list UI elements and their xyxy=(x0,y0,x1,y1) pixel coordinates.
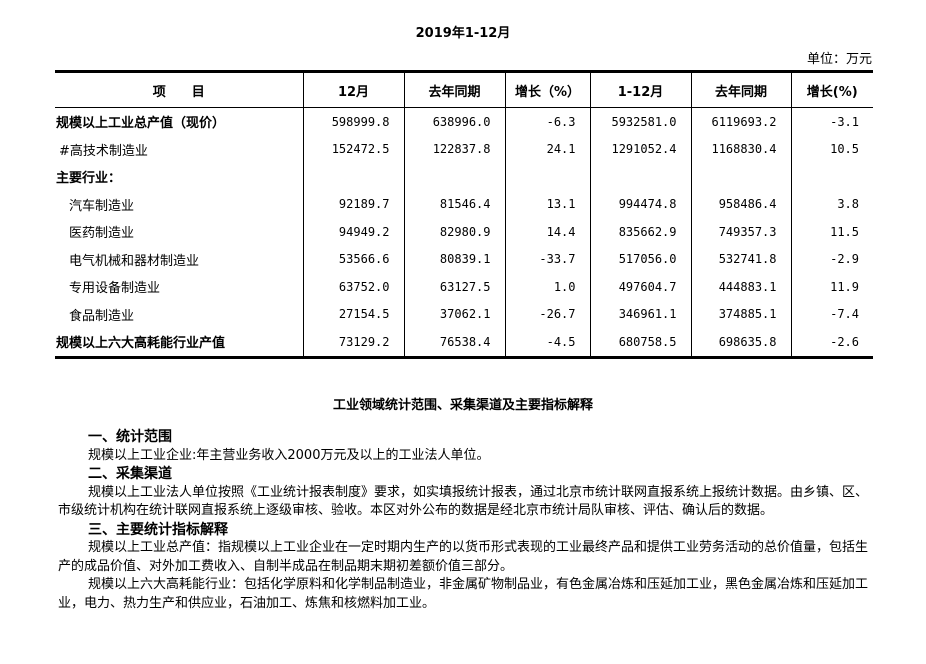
table-cell: 374885.1 xyxy=(690,300,791,328)
table-cell: 444883.1 xyxy=(690,273,791,301)
table-cell xyxy=(690,163,791,191)
industry-output-table: 项 目 12月 去年同期 增长（%） 1-12月 去年同期 增长(%) 规模以上工业总产值（… xyxy=(55,70,873,359)
table-cell: 5932581.0 xyxy=(589,107,691,136)
table-cell: 598999.8 xyxy=(302,107,404,136)
table-cell: 835662.9 xyxy=(589,218,691,246)
table-cell: -4.5 xyxy=(504,328,590,357)
row-label: 规模以上六大高耗能行业产值 xyxy=(56,336,226,352)
table-cell: 80839.1 xyxy=(403,245,505,273)
table-cell: 6119693.2 xyxy=(690,107,791,136)
table-cell xyxy=(302,163,404,191)
table-row: 规模以上工业总产值（现价） 598999.8 638996.0 -6.3 5932581… xyxy=(55,107,873,136)
table-cell: 3.8 xyxy=(790,190,873,218)
report-period-title: 2019年1-12月 xyxy=(415,26,511,41)
table-cell: -2.9 xyxy=(790,245,873,273)
table-cell: -2.6 xyxy=(790,328,873,357)
table-cell xyxy=(790,163,873,191)
table-cell: 517056.0 xyxy=(589,245,691,273)
table-cell: 958486.4 xyxy=(690,190,791,218)
paragraph: 规模以上工业法人单位按照《工业统计报表制度》要求，如实填报统计报表，通过北京市统… xyxy=(58,484,869,519)
table-cell: 152472.5 xyxy=(302,135,404,163)
table-row: 汽车制造业 92189.7 81546.4 13.1 994474.8 958486.4 3… xyxy=(55,190,873,218)
section-heading: 二、采集渠道 xyxy=(88,466,172,482)
table-cell: 27154.5 xyxy=(302,300,404,328)
column-header: 12月 xyxy=(302,71,404,108)
table-cell: 76538.4 xyxy=(403,328,505,357)
table-cell: 11.5 xyxy=(790,218,873,246)
row-label: 专用设备制造业 xyxy=(69,281,161,297)
table-cell: 13.1 xyxy=(504,190,590,218)
table-cell: 92189.7 xyxy=(302,190,404,218)
paragraph: 规模以上工业企业:年主营业务收入2000万元及以上的工业法人单位。 xyxy=(88,447,490,463)
notes-body: 一、统计范围规模以上工业企业:年主营业务收入2000万元及以上的工业法人单位。二… xyxy=(58,428,878,613)
table-cell: 63752.0 xyxy=(302,273,404,301)
table-cell: 81546.4 xyxy=(403,190,505,218)
table-cell: 1168830.4 xyxy=(690,135,791,163)
table-cell: -6.3 xyxy=(504,107,590,136)
column-header: 去年同期 xyxy=(403,71,505,108)
column-header: 去年同期 xyxy=(690,71,791,108)
table-cell: 532741.8 xyxy=(690,245,791,273)
table-cell: -3.1 xyxy=(790,107,873,136)
row-label: #高技术制造业 xyxy=(59,143,148,159)
table-row: #高技术制造业 152472.5 122837.8 24.1 1291052.4 1168… xyxy=(55,135,873,163)
table-row: 食品制造业 27154.5 37062.1 -26.7 346961.1 374885.1… xyxy=(55,300,873,328)
section-heading: 一、统计范围 xyxy=(88,429,172,445)
table-row: 专用设备制造业 63752.0 63127.5 1.0 497604.7 444883.1… xyxy=(55,273,873,301)
row-label: 电气机械和器材制造业 xyxy=(69,253,200,269)
table-row: 规模以上六大高耗能行业产值 73129.2 76538.4 -4.5 680758.5 6… xyxy=(55,328,873,357)
table-cell: 1.0 xyxy=(504,273,590,301)
table-cell: -7.4 xyxy=(790,300,873,328)
table-cell: 638996.0 xyxy=(403,107,505,136)
table-cell: 122837.8 xyxy=(403,135,505,163)
row-label: 食品制造业 xyxy=(69,308,135,324)
table-cell: 73129.2 xyxy=(302,328,404,357)
table-cell: -33.7 xyxy=(504,245,590,273)
row-label: 主要行业： xyxy=(56,171,122,187)
table-cell: 1291052.4 xyxy=(589,135,691,163)
table-cell: 63127.5 xyxy=(403,273,505,301)
table-cell: 346961.1 xyxy=(589,300,691,328)
table-cell: 24.1 xyxy=(504,135,590,163)
table-cell xyxy=(504,163,590,191)
table-cell: 82980.9 xyxy=(403,218,505,246)
notes-title: 工业领域统计范围、采集渠道及主要指标解释 xyxy=(332,398,593,413)
paragraph: 规模以上六大高耗能行业：包括化学原料和化学制品制造业，非金属矿物制品业，有色金属… xyxy=(58,577,869,611)
table-cell: 698635.8 xyxy=(690,328,791,357)
table-cell: 14.4 xyxy=(504,218,590,246)
column-header: 增长(%) xyxy=(790,71,873,108)
unit-label: 单位：万元 xyxy=(806,52,872,67)
row-label: 规模以上工业总产值（现价） xyxy=(56,116,226,132)
section-heading: 三、主要统计指标解释 xyxy=(88,521,228,538)
table-cell: 11.9 xyxy=(790,273,873,301)
table-cell: 10.5 xyxy=(790,135,873,163)
table-cell: 94949.2 xyxy=(302,218,404,246)
table-cell: 749357.3 xyxy=(690,218,791,246)
column-header: 增长（%） xyxy=(504,71,590,108)
table-row: 主要行业： xyxy=(55,163,873,191)
table-cell: 680758.5 xyxy=(589,328,691,357)
row-label: 汽车制造业 xyxy=(69,198,135,214)
table-row: 电气机械和器材制造业 53566.6 80839.1 -33.7 517056.0 532… xyxy=(55,245,873,273)
row-label: 医药制造业 xyxy=(69,226,135,242)
table-cell: 994474.8 xyxy=(589,190,691,218)
column-header: 项 目 xyxy=(55,71,303,108)
table-cell: -26.7 xyxy=(504,300,590,328)
table-cell xyxy=(403,163,505,191)
paragraph: 规模以上工业总产值：指规模以上工业企业在一定时期内生产的以货币形式表现的工业最终… xyxy=(58,540,869,574)
table-cell: 497604.7 xyxy=(589,273,691,301)
table-cell: 37062.1 xyxy=(403,300,505,328)
table-row: 医药制造业 94949.2 82980.9 14.4 835662.9 749357.3 1… xyxy=(55,218,873,246)
table-cell: 53566.6 xyxy=(302,245,404,273)
column-header: 1-12月 xyxy=(589,71,691,108)
table-cell xyxy=(589,163,691,191)
